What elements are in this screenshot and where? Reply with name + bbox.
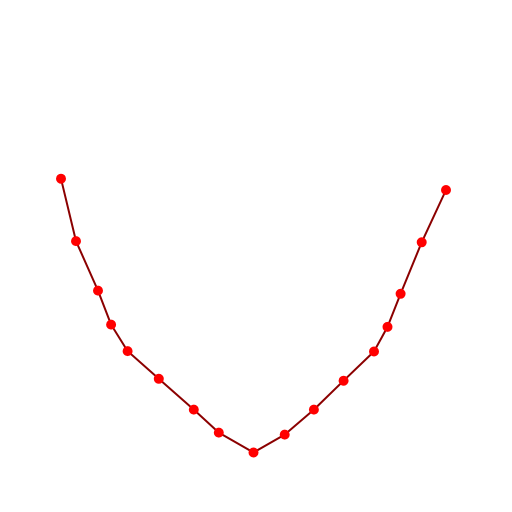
plot-area (56, 173, 451, 458)
data-point (382, 321, 393, 332)
data-point (395, 288, 406, 299)
data-point (56, 173, 66, 184)
data-point (213, 427, 224, 438)
data-point (122, 346, 133, 357)
data-point (93, 285, 103, 296)
data-point (416, 237, 427, 248)
data-point (279, 429, 290, 440)
data-point (153, 373, 164, 384)
data-point (188, 404, 199, 415)
data-point (369, 346, 379, 357)
data-point (308, 404, 319, 415)
data-point (106, 319, 117, 330)
data-point (441, 185, 451, 195)
data-point (71, 236, 81, 247)
data-point (248, 447, 259, 458)
data-point (338, 375, 349, 386)
